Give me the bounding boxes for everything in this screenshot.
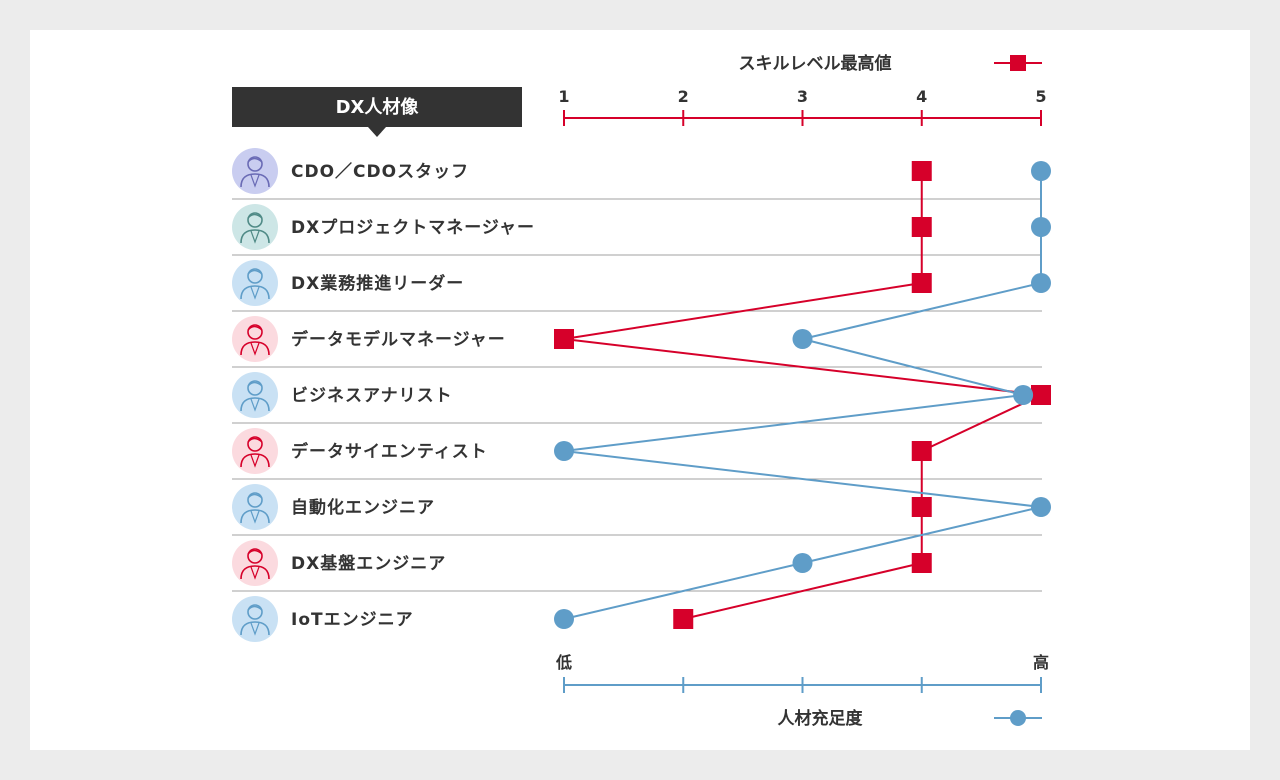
- person-icon-body: [240, 509, 270, 524]
- data-point-square: [911, 553, 932, 573]
- person-icon-tie: [250, 454, 260, 468]
- data-point-square: [911, 441, 932, 461]
- person-icon-head: [247, 604, 263, 620]
- legend-skill-label: スキルレベル最高値: [739, 53, 892, 74]
- person-icon-tie: [250, 342, 260, 356]
- header-box-pointer: [368, 127, 386, 137]
- category-label: データサイエンティスト: [291, 441, 488, 462]
- person-icon-body: [240, 285, 270, 300]
- category-label: IoTエンジニア: [291, 610, 414, 630]
- category-rows: CDO／CDOスタッフ DXプロジェクトマネージャー DX業務推進リーダーデータモデ…: [232, 148, 1042, 642]
- person-icon-body: [240, 341, 270, 356]
- data-point-square: [911, 217, 932, 237]
- data-point-square: [673, 609, 694, 629]
- person-icon-hair: [247, 157, 263, 163]
- person-icon-hair: [247, 381, 263, 387]
- data-point-circle: [1031, 161, 1051, 181]
- data-point-circle: [1031, 497, 1051, 517]
- top-axis-tick-label: 5: [1035, 87, 1046, 106]
- person-icon-head: [247, 436, 263, 452]
- data-point-square: [911, 273, 932, 293]
- data-point-circle: [554, 609, 574, 629]
- person-icon-head: [247, 268, 263, 284]
- person-icon-body: [240, 397, 270, 412]
- chart-card: DX人材像 スキルレベル最高値 1 2 3 4 5 CDO／CDOスタッフ DXプロジェク…: [30, 30, 1250, 750]
- person-icon-tie: [250, 230, 260, 244]
- series-layer: [554, 161, 1051, 629]
- person-icon-tie: [250, 510, 260, 524]
- data-point-circle: [554, 441, 574, 461]
- data-point-square: [1031, 385, 1051, 405]
- person-icon: [232, 428, 278, 474]
- bottom-axis: 低 高: [555, 653, 1049, 693]
- person-icon-tie: [250, 286, 260, 300]
- person-icon: [232, 596, 278, 642]
- category-label: DX業務推進リーダー: [291, 273, 464, 294]
- header-box-bg: [232, 87, 522, 127]
- data-point-circle: [1031, 273, 1051, 293]
- category-label: DX基盤エンジニア: [291, 553, 446, 574]
- category-label: DXプロジェクトマネージャー: [291, 217, 535, 238]
- top-axis-tick-label: 2: [678, 87, 689, 106]
- category-label: CDO／CDOスタッフ: [291, 161, 469, 182]
- data-point-circle: [1013, 385, 1034, 405]
- person-icon: [232, 372, 278, 418]
- person-icon-body: [240, 229, 270, 244]
- person-icon-tie: [250, 398, 260, 412]
- legend-staffing-marker: [1010, 710, 1026, 726]
- person-icon-body: [240, 173, 270, 188]
- data-point-circle: [1031, 217, 1051, 237]
- person-icon-tie: [250, 174, 260, 188]
- bottom-axis-low-label: 低: [555, 653, 572, 672]
- data-point-square: [911, 497, 932, 517]
- data-point-circle: [792, 553, 813, 573]
- person-icon: [232, 260, 278, 306]
- person-icon-hair: [247, 493, 263, 499]
- series-skill-level: [554, 161, 1051, 629]
- series-staffing: [554, 161, 1051, 629]
- person-icon-hair: [247, 605, 263, 611]
- person-icon-head: [247, 212, 263, 228]
- person-icon-head: [247, 548, 263, 564]
- person-icon-head: [247, 156, 263, 172]
- top-axis-tick-label: 4: [916, 87, 927, 106]
- header-box: DX人材像: [232, 87, 522, 137]
- top-axis-tick-label: 3: [797, 87, 808, 106]
- top-axis: 1 2 3 4 5: [558, 87, 1047, 126]
- category-label: ビジネスアナリスト: [291, 386, 453, 406]
- category-label: データモデルマネージャー: [291, 329, 506, 350]
- person-icon: [232, 316, 278, 362]
- data-point-square: [911, 161, 932, 181]
- person-icon-hair: [247, 213, 263, 219]
- person-icon: [232, 484, 278, 530]
- series-line: [563, 171, 1042, 620]
- category-label: 自動化エンジニア: [291, 497, 435, 518]
- skill-chart: DX人材像 スキルレベル最高値 1 2 3 4 5 CDO／CDOスタッフ DXプロジェク…: [232, 53, 1051, 729]
- data-point-circle: [792, 329, 813, 349]
- person-icon-hair: [247, 325, 263, 331]
- person-icon-tie: [250, 622, 260, 636]
- person-icon-body: [240, 565, 270, 580]
- person-icon-head: [247, 324, 263, 340]
- person-icon-hair: [247, 549, 263, 555]
- person-icon: [232, 204, 278, 250]
- person-icon: [232, 540, 278, 586]
- legend-skill-marker: [1010, 55, 1026, 71]
- bottom-axis-high-label: 高: [1033, 653, 1049, 672]
- legend-staffing-label: 人材充足度: [778, 708, 864, 729]
- person-icon-body: [240, 453, 270, 468]
- person-icon-hair: [247, 269, 263, 275]
- header-label: DX人材像: [336, 96, 420, 118]
- person-icon-body: [240, 621, 270, 636]
- top-axis-tick-label: 1: [558, 87, 569, 106]
- person-icon-head: [247, 380, 263, 396]
- data-point-square: [554, 329, 574, 349]
- person-icon-hair: [247, 437, 263, 443]
- person-icon-head: [247, 492, 263, 508]
- series-line: [563, 171, 1045, 620]
- person-icon: [232, 148, 278, 194]
- person-icon-tie: [250, 566, 260, 580]
